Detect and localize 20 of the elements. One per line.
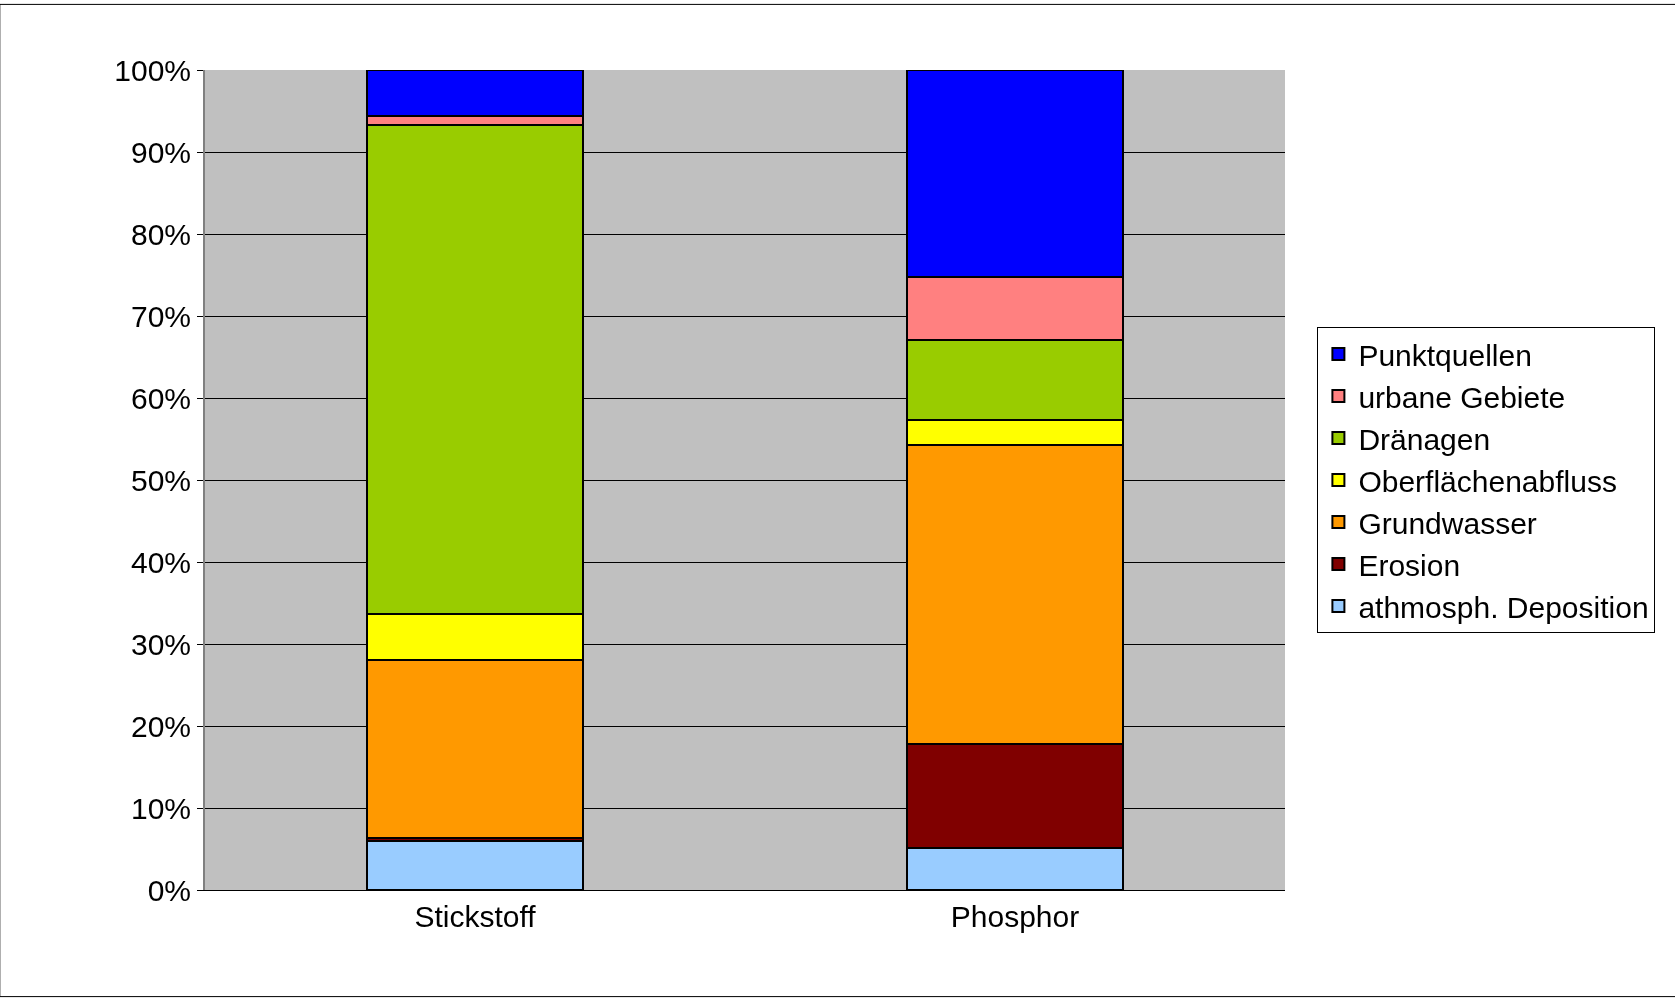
- legend-label: Punktquellen: [1358, 338, 1532, 372]
- y-tick-label: 80%: [130, 217, 191, 251]
- y-tick-label: 10%: [130, 791, 191, 825]
- y-tick-label: 60%: [130, 381, 191, 415]
- y-tick-label: 90%: [130, 135, 191, 169]
- legend-label: Oberflächenabfluss: [1358, 464, 1617, 498]
- y-tick-label: 50%: [130, 463, 191, 497]
- legend-label: athmosph. Deposition: [1358, 590, 1649, 624]
- y-tick-label: 20%: [130, 709, 191, 743]
- y-tick-label: 40%: [130, 545, 191, 579]
- legend-label: Dränagen: [1358, 422, 1491, 456]
- x-tick-label: Stickstoff: [414, 900, 537, 933]
- y-tick-label: 70%: [130, 299, 191, 333]
- y-tick-label: 0%: [147, 873, 191, 907]
- legend-label: Grundwasser: [1358, 506, 1537, 540]
- legend-label: urbane Gebiete: [1358, 380, 1566, 414]
- y-tick-label: 30%: [130, 627, 191, 661]
- legend-label: Erosion: [1358, 548, 1461, 582]
- x-tick-label: Phosphor: [950, 900, 1080, 933]
- y-tick-label: 100%: [114, 53, 191, 87]
